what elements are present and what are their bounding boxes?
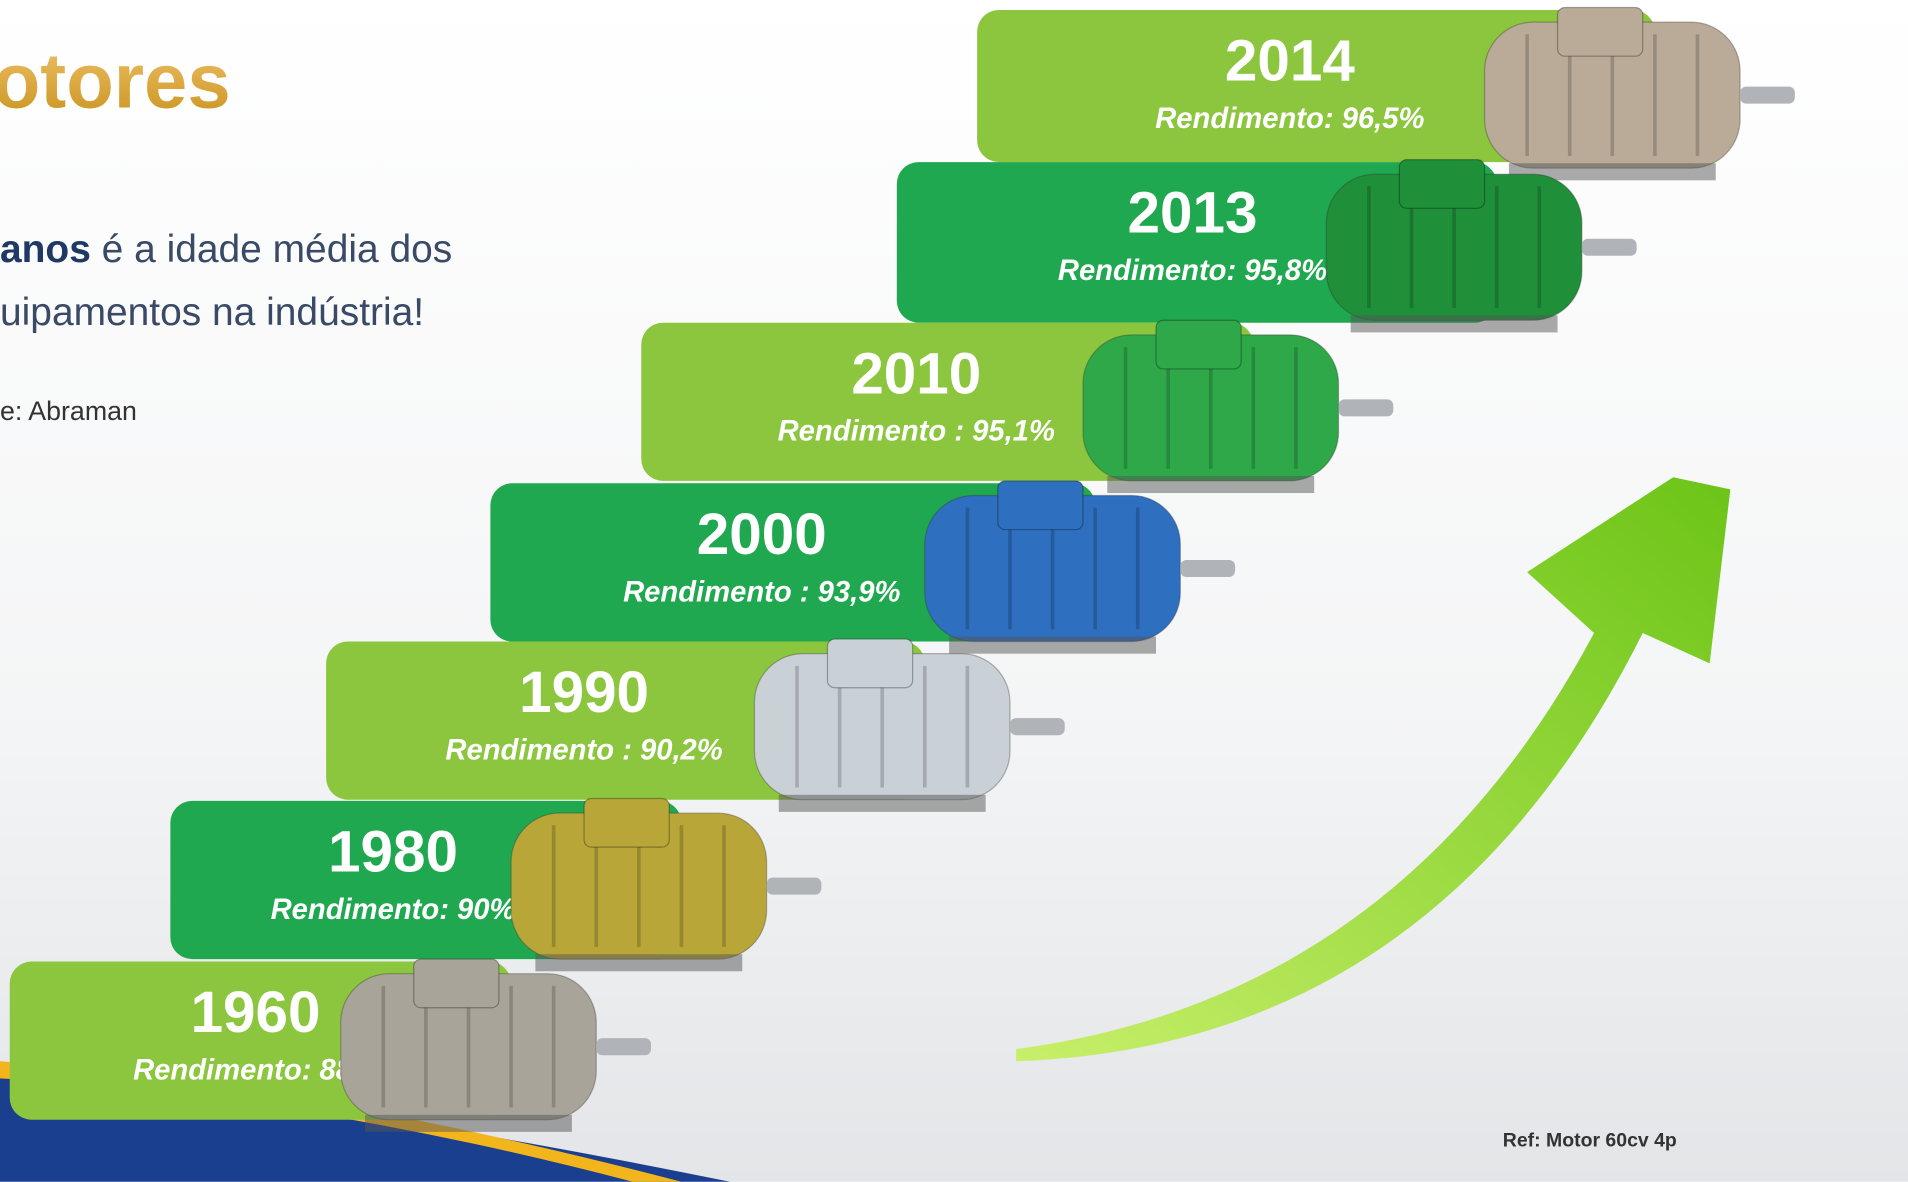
motor-foot [1107,476,1315,494]
motor [510,797,822,972]
step-year: 2014 [1225,29,1355,94]
motor-shaft [1338,399,1394,417]
motor [1082,319,1394,494]
step-efficiency: Rendimento : 93,9% [623,576,900,608]
title: otores [0,37,231,124]
motor [1483,6,1795,181]
motor-box [1556,6,1644,57]
growth-arrow [1016,477,1731,1062]
motor-box [1155,319,1242,370]
motor-shaft [1581,238,1637,256]
motor [924,480,1236,654]
motor-foot [365,1114,572,1132]
motor [753,638,1065,812]
motor [1325,159,1637,333]
motor-foot [949,636,1156,654]
intro-line1: anos é a idade média dos [0,228,452,271]
step-efficiency: Rendimento: 95,8% [1058,255,1327,287]
source: e: Abraman [0,396,137,426]
motor-shaft [596,1038,652,1056]
step-year: 2013 [1128,181,1258,246]
motor-foot [535,954,743,972]
motor-shaft [1180,559,1236,578]
step-year: 1960 [191,980,321,1045]
motor-foot [1350,315,1558,333]
step-efficiency: Rendimento : 90,2% [445,735,722,767]
step-year: 2000 [697,502,827,567]
step-year: 1990 [519,660,649,725]
motor-box [583,797,670,848]
motor-foot [778,794,986,812]
motor-shaft [766,877,822,895]
step-efficiency: Rendimento: 88% [133,1055,378,1087]
intro-line2: uipamentos na indústria! [0,291,424,334]
motor-box [826,638,914,689]
motor-box [413,958,500,1009]
motor-shaft [1740,86,1795,104]
motor [340,958,652,1132]
motor-foot [1508,163,1716,181]
step-efficiency: Rendimento: 90% [271,894,516,926]
step-year: 2010 [851,341,981,406]
steps: 2014 Rendimento: 96,5% 2013 Rendimento: 95,… [9,6,1795,1132]
step-year: 1980 [328,819,458,884]
motor-shaft [1009,718,1065,736]
step-efficiency: Rendimento: 96,5% [1155,103,1424,135]
step-efficiency: Rendimento : 95,1% [778,416,1055,448]
ref: Ref: Motor 60cv 4p [1503,1129,1677,1151]
motor-box [997,480,1084,531]
motor-box [1398,159,1486,209]
